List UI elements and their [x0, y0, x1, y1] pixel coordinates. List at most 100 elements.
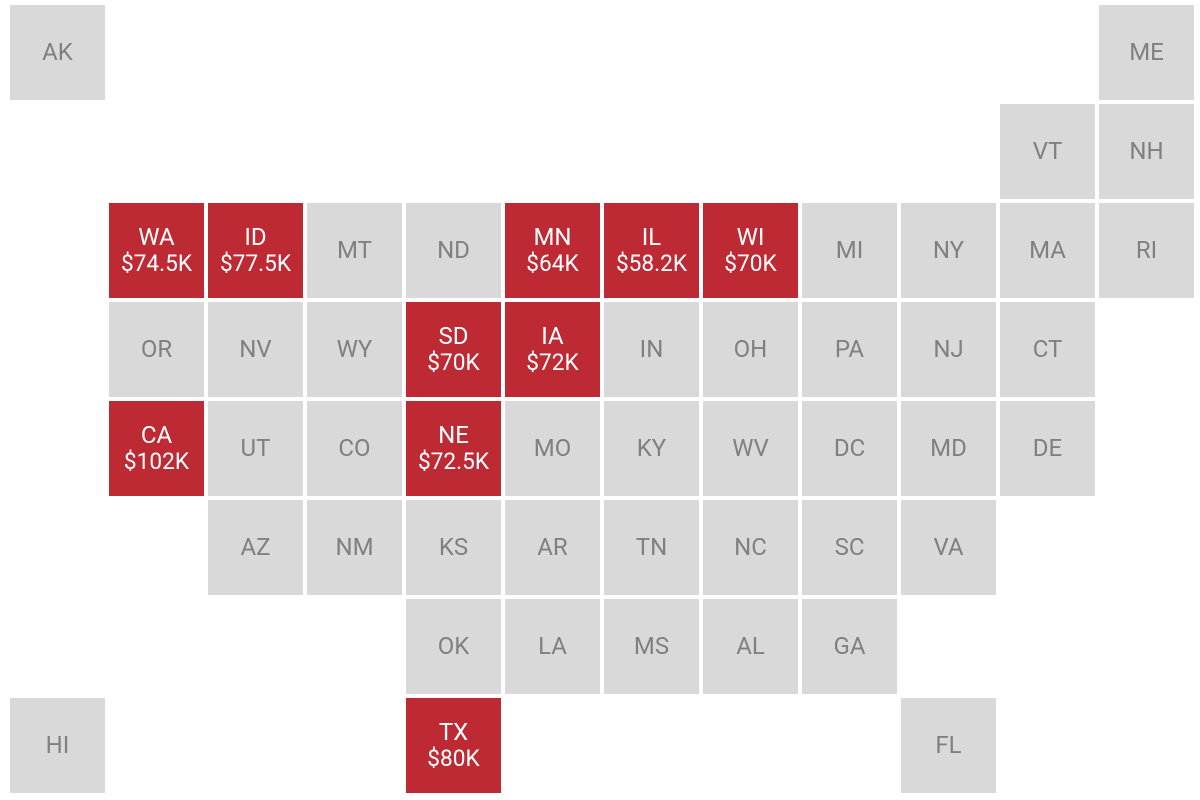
state-tile-mi[interactable]: MI [802, 203, 897, 298]
state-tile-ky[interactable]: KY [604, 401, 699, 496]
state-tile-ne[interactable]: NE$72.5K [406, 401, 501, 496]
state-tile-ga[interactable]: GA [802, 599, 897, 694]
state-tile-oh[interactable]: OH [703, 302, 798, 397]
state-tile-ut[interactable]: UT [208, 401, 303, 496]
state-tile-mn[interactable]: MN$64K [505, 203, 600, 298]
state-code: VT [1033, 138, 1063, 166]
state-tile-id[interactable]: ID$77.5K [208, 203, 303, 298]
state-tile-pa[interactable]: PA [802, 302, 897, 397]
state-code: DC [834, 435, 865, 463]
state-code: MN [533, 224, 571, 252]
state-tile-ct[interactable]: CT [1000, 302, 1095, 397]
state-tile-tn[interactable]: TN [604, 500, 699, 595]
state-tile-ri[interactable]: RI [1099, 203, 1194, 298]
state-code: WV [732, 435, 769, 463]
state-code: TX [439, 719, 468, 747]
state-code: OR [141, 336, 172, 364]
state-code: NY [933, 237, 964, 265]
state-tile-nh[interactable]: NH [1099, 104, 1194, 199]
state-tile-ca[interactable]: CA$102K [109, 401, 204, 496]
state-code: PA [835, 336, 864, 364]
state-tile-wi[interactable]: WI$70K [703, 203, 798, 298]
state-code: IN [640, 336, 664, 364]
state-tile-nj[interactable]: NJ [901, 302, 996, 397]
state-tile-hi[interactable]: HI [10, 698, 105, 793]
state-value: $70K [427, 350, 479, 376]
state-value: $72K [526, 350, 578, 376]
state-code: NM [335, 534, 373, 562]
state-code: CO [338, 435, 370, 463]
state-code: FL [935, 732, 961, 760]
state-tile-or[interactable]: OR [109, 302, 204, 397]
state-tile-de[interactable]: DE [1000, 401, 1095, 496]
state-tile-nv[interactable]: NV [208, 302, 303, 397]
state-code: WY [337, 336, 373, 364]
state-tile-nd[interactable]: ND [406, 203, 501, 298]
state-code: UT [241, 435, 271, 463]
state-code: AR [537, 534, 567, 562]
state-tile-ia[interactable]: IA$72K [505, 302, 600, 397]
state-tile-sd[interactable]: SD$70K [406, 302, 501, 397]
state-tile-mt[interactable]: MT [307, 203, 402, 298]
state-code: SC [835, 534, 865, 562]
state-tile-dc[interactable]: DC [802, 401, 897, 496]
state-tile-al[interactable]: AL [703, 599, 798, 694]
state-code: KS [439, 534, 468, 562]
state-code: NE [438, 422, 469, 450]
state-tile-ak[interactable]: AK [10, 5, 105, 100]
state-value: $74.5K [121, 251, 192, 277]
state-tile-il[interactable]: IL$58.2K [604, 203, 699, 298]
state-code: NH [1129, 138, 1163, 166]
state-tile-ks[interactable]: KS [406, 500, 501, 595]
state-tile-ma[interactable]: MA [1000, 203, 1095, 298]
state-tile-wv[interactable]: WV [703, 401, 798, 496]
us-tile-cartogram: AKMEVTNHWA$74.5KID$77.5KMTNDMN$64KIL$58.… [0, 0, 1200, 800]
state-code: NV [239, 336, 271, 364]
state-code: GA [833, 633, 865, 661]
state-code: NJ [933, 336, 963, 364]
state-code: ID [244, 224, 266, 252]
state-code: DE [1033, 435, 1062, 463]
state-code: AK [42, 39, 73, 67]
state-tile-ok[interactable]: OK [406, 599, 501, 694]
state-tile-me[interactable]: ME [1099, 5, 1194, 100]
state-tile-sc[interactable]: SC [802, 500, 897, 595]
state-code: IA [541, 323, 563, 351]
state-tile-az[interactable]: AZ [208, 500, 303, 595]
state-tile-vt[interactable]: VT [1000, 104, 1095, 199]
state-tile-va[interactable]: VA [901, 500, 996, 595]
state-value: $64K [526, 251, 578, 277]
state-tile-wa[interactable]: WA$74.5K [109, 203, 204, 298]
state-tile-nm[interactable]: NM [307, 500, 402, 595]
state-code: OH [734, 336, 768, 364]
state-tile-in[interactable]: IN [604, 302, 699, 397]
state-code: MO [534, 435, 571, 463]
state-code: NC [734, 534, 767, 562]
state-code: IL [642, 224, 661, 252]
state-code: KY [637, 435, 666, 463]
state-code: MD [930, 435, 967, 463]
state-tile-tx[interactable]: TX$80K [406, 698, 501, 793]
state-code: OK [438, 633, 470, 661]
state-code: LA [538, 633, 567, 661]
state-tile-nc[interactable]: NC [703, 500, 798, 595]
state-tile-md[interactable]: MD [901, 401, 996, 496]
state-tile-wy[interactable]: WY [307, 302, 402, 397]
state-value: $70K [724, 251, 776, 277]
state-code: CT [1033, 336, 1063, 364]
state-code: MS [634, 633, 669, 661]
state-value: $80K [427, 746, 479, 772]
state-tile-co[interactable]: CO [307, 401, 402, 496]
state-value: $102K [124, 449, 189, 475]
state-code: AZ [240, 534, 270, 562]
state-code: CA [141, 422, 172, 450]
state-tile-mo[interactable]: MO [505, 401, 600, 496]
state-code: HI [46, 732, 70, 760]
state-tile-ar[interactable]: AR [505, 500, 600, 595]
state-code: ND [437, 237, 470, 265]
state-value: $77.5K [220, 251, 291, 277]
state-tile-la[interactable]: LA [505, 599, 600, 694]
state-tile-fl[interactable]: FL [901, 698, 996, 793]
state-tile-ms[interactable]: MS [604, 599, 699, 694]
state-tile-ny[interactable]: NY [901, 203, 996, 298]
